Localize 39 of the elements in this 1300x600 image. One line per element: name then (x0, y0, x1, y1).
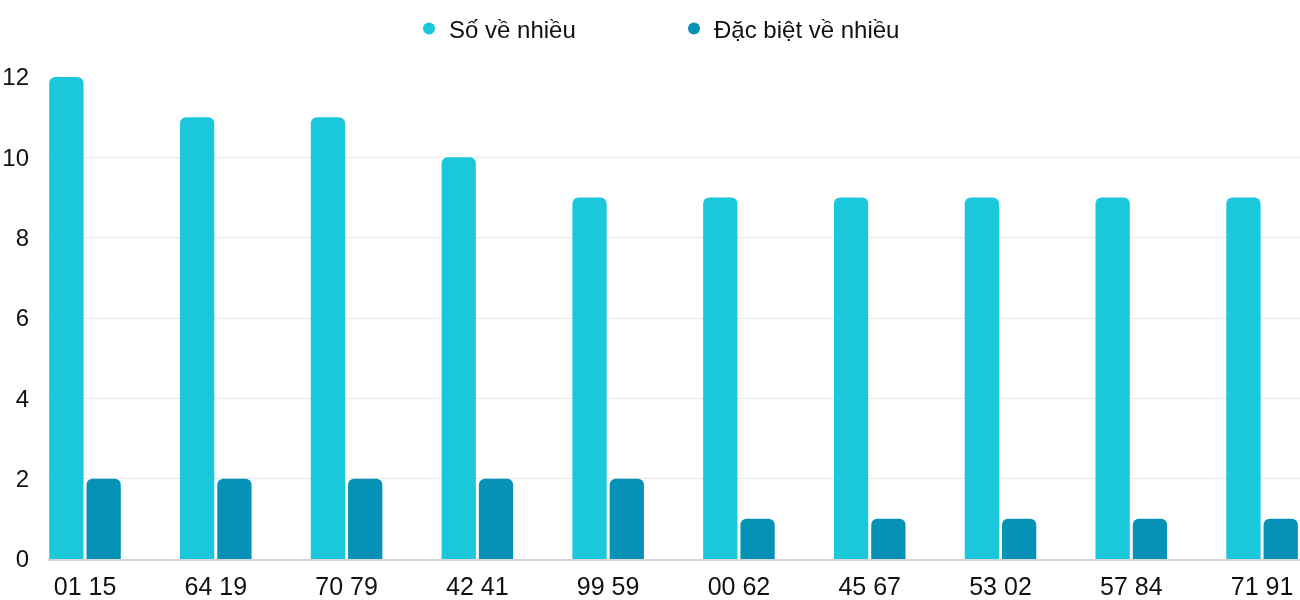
bar (572, 197, 607, 559)
x-tick-label: 53 02 (969, 572, 1032, 600)
bar (217, 478, 252, 559)
bar (180, 117, 215, 559)
x-tick-label: 00 62 (707, 572, 771, 600)
legend-label: Đặc biệt về nhiều (714, 15, 900, 43)
bar (478, 478, 514, 559)
bar (703, 197, 738, 559)
y-tick-label: 2 (15, 465, 29, 493)
legend-label: Số về nhiều (449, 15, 576, 43)
x-tick-label: 45 67 (838, 572, 901, 600)
y-tick-label: 0 (15, 545, 29, 573)
x-tick-label: 99 59 (576, 572, 640, 600)
y-tick-label: 8 (15, 224, 29, 252)
y-tick-label: 10 (2, 143, 29, 171)
bar (1095, 197, 1130, 559)
x-tick-label: 70 79 (315, 572, 378, 600)
bar (609, 478, 644, 559)
y-tick-label: 4 (15, 384, 29, 412)
bar (86, 478, 121, 559)
y-tick-label: 12 (2, 63, 29, 91)
bar (1226, 197, 1261, 559)
bar (740, 518, 775, 559)
x-tick-label: 71 91 (1230, 572, 1294, 600)
x-tick-label: 42 41 (446, 572, 509, 600)
bar (348, 478, 383, 559)
bar (49, 77, 84, 559)
bar (833, 197, 869, 559)
x-tick-label: 64 19 (184, 572, 248, 600)
x-tick-label: 01 15 (53, 572, 117, 600)
bar (964, 197, 1000, 559)
bar (310, 117, 346, 559)
bar (1132, 518, 1168, 559)
bar (441, 157, 476, 559)
bar (1001, 518, 1037, 559)
x-tick-label: 57 84 (1100, 572, 1163, 600)
y-tick-label: 6 (15, 304, 29, 332)
bar (871, 518, 906, 559)
bar (1263, 518, 1298, 559)
